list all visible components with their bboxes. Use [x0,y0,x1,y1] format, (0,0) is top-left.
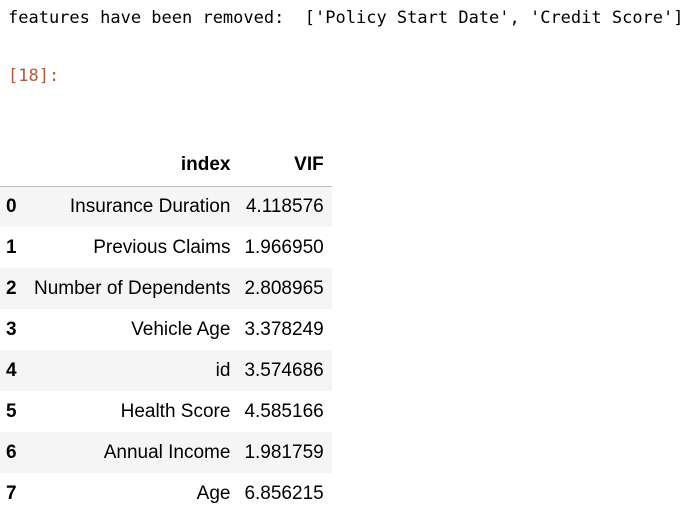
vif-value-cell: 3.574686 [244,359,324,381]
table-row: 5 Health Score 4.585166 [0,391,332,432]
table-row: 4 id 3.574686 [0,350,332,391]
vif-value-cell: 1.981759 [244,441,324,463]
table-row: 7 Age 6.856215 [0,473,332,514]
feature-name-cell: Age [196,482,231,504]
vif-value-cell: 4.118576 [245,195,324,217]
table-header-index: index [28,145,239,187]
table-row: 0 Insurance Duration 4.118576 [0,186,332,227]
row-index-label: 7 [6,482,17,504]
dataframe-table: index VIF 0 Insurance Duration 4.118576 … [0,145,332,514]
row-index-label: 6 [6,441,17,463]
table-header-vif: VIF [238,145,332,187]
table-header-row: index VIF [0,145,332,187]
table-row: 1 Previous Claims 1.966950 [0,227,332,268]
table-row: 3 Vehicle Age 3.378249 [0,309,332,350]
feature-name-cell: id [215,359,231,381]
vif-value-cell: 2.808965 [244,277,324,299]
cell-stdout-text: features have been removed: ['Policy Sta… [8,8,684,28]
row-index-label: 3 [6,318,17,340]
feature-name-cell: Health Score [120,400,231,422]
table-row: 6 Annual Income 1.981759 [0,432,332,473]
row-index-label: 5 [6,400,17,422]
row-index-label: 2 [6,277,17,299]
feature-name-cell: Insurance Duration [69,195,231,217]
feature-name-cell: Number of Dependents [34,277,231,299]
table-row: 2 Number of Dependents 2.808965 [0,268,332,309]
vif-value-cell: 1.966950 [244,236,324,258]
row-index-label: 0 [6,195,17,217]
vif-value-cell: 6.856215 [244,482,324,504]
feature-name-cell: Annual Income [103,441,231,463]
table-header-blank [0,145,28,187]
vif-value-cell: 3.378249 [244,318,324,340]
vif-value-cell: 4.585166 [244,400,324,422]
row-index-label: 4 [6,359,17,381]
feature-name-cell: Previous Claims [93,236,231,258]
row-index-label: 1 [6,236,17,258]
feature-name-cell: Vehicle Age [131,318,231,340]
cell-execution-prompt: [18]: [8,66,60,86]
